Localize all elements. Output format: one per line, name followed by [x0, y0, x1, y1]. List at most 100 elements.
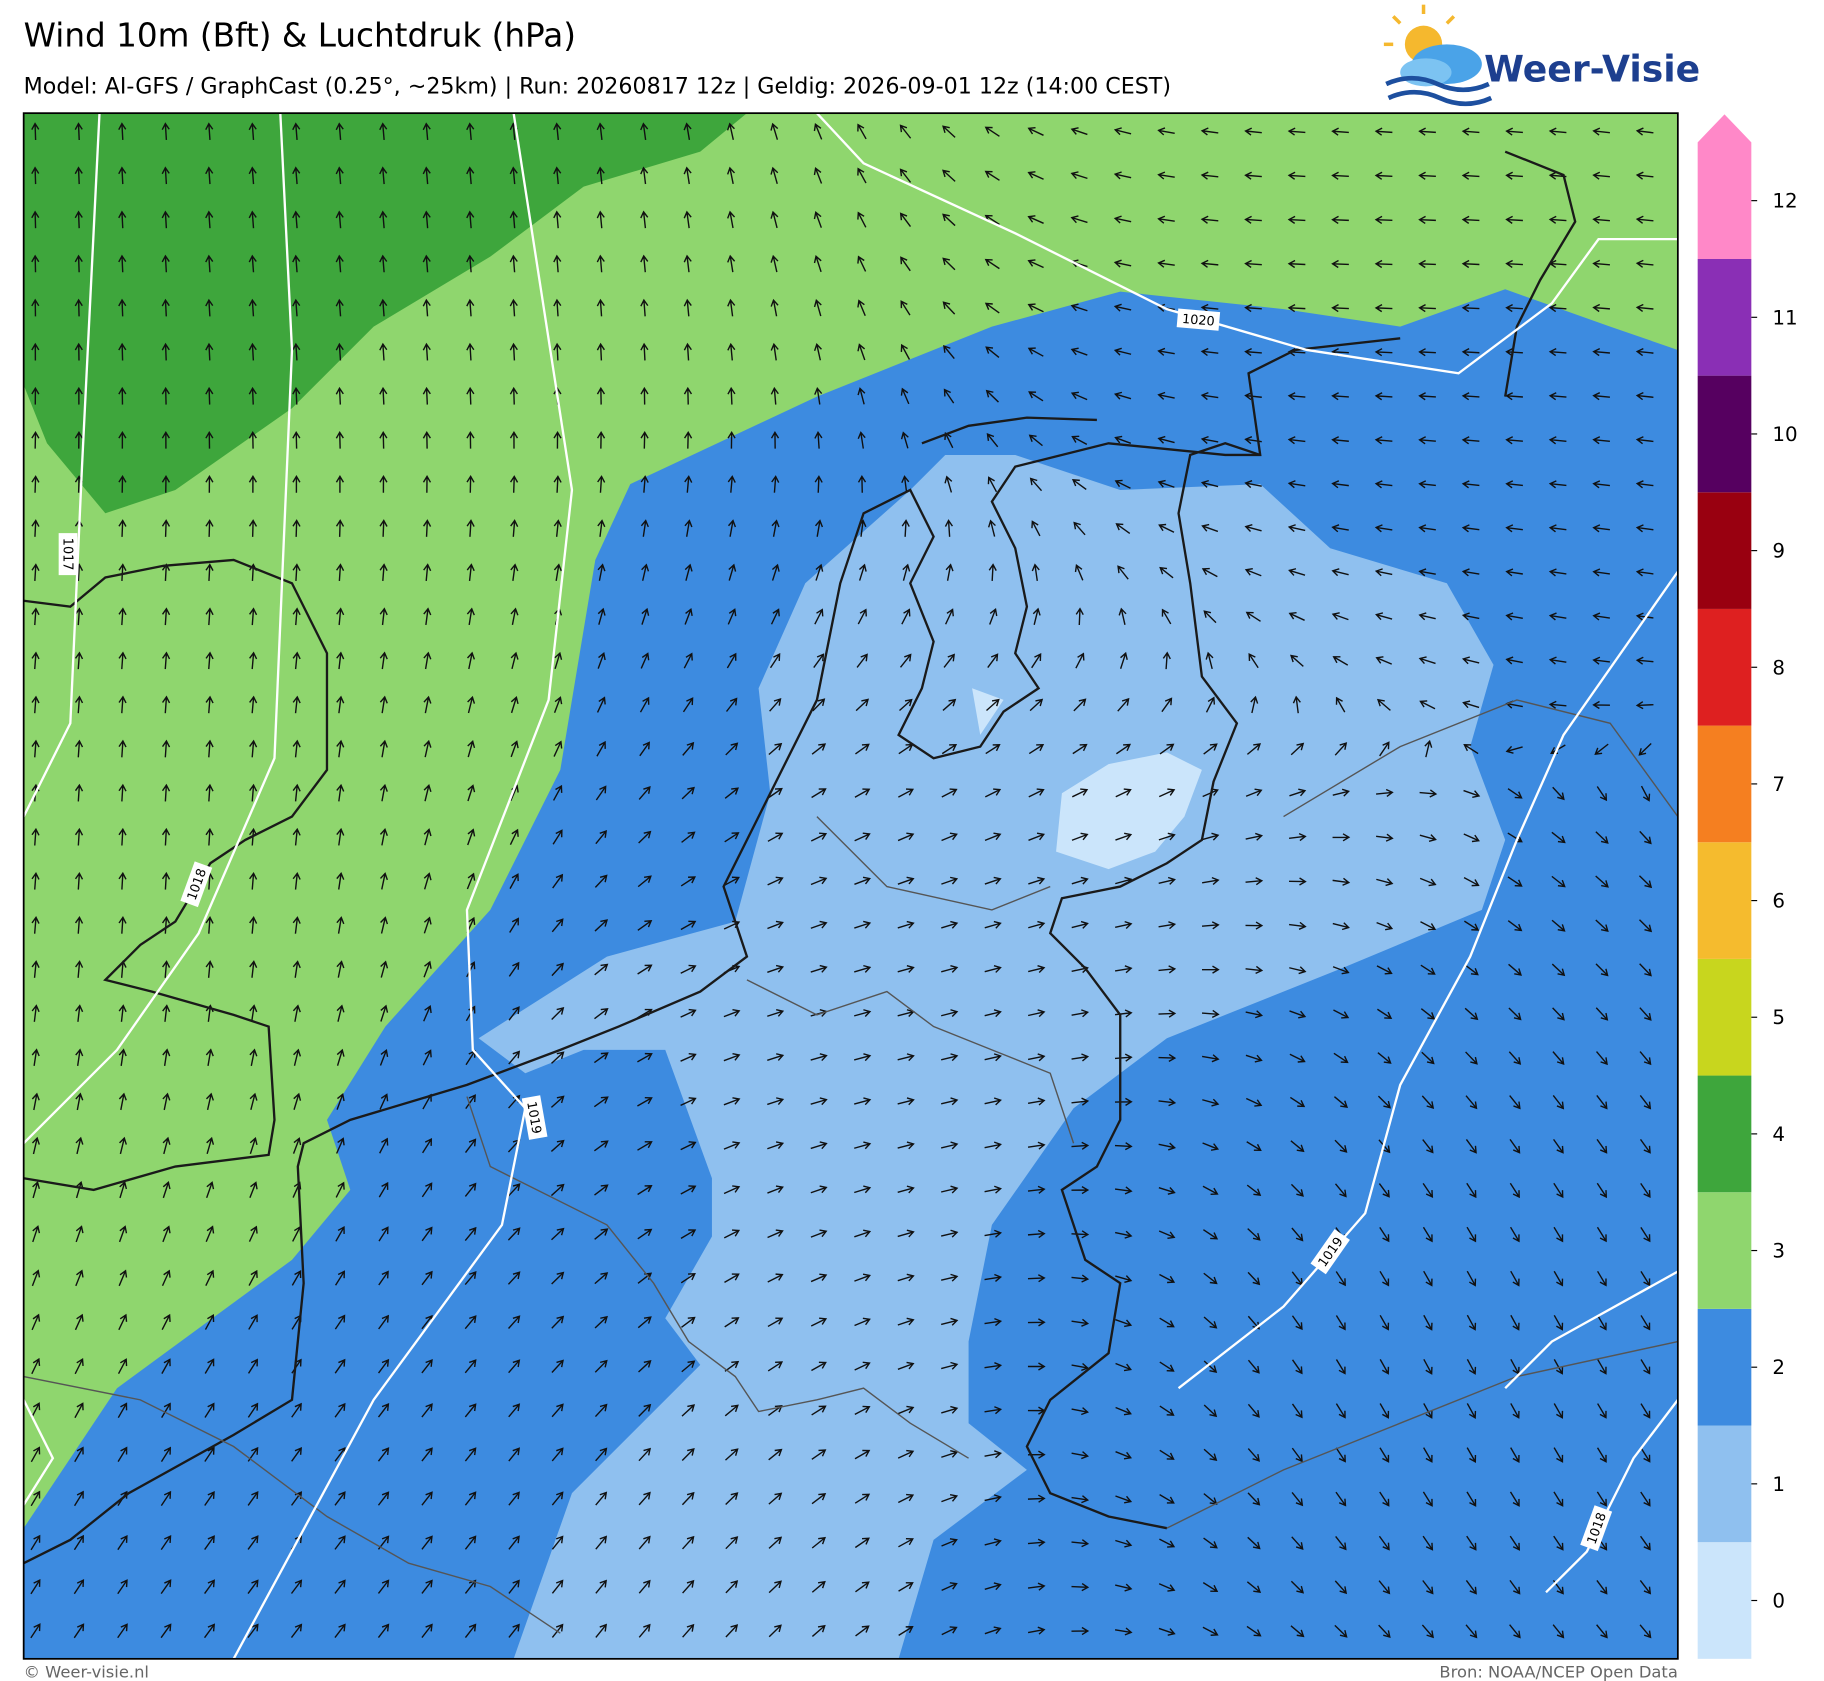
wind-arrow [379, 475, 388, 493]
wind-arrow [421, 1182, 433, 1198]
wind-arrow [422, 1137, 433, 1154]
wind-arrow [854, 1405, 871, 1415]
wind-arrow [898, 1582, 914, 1592]
wind-arrow [379, 519, 388, 537]
wind-arrow [552, 829, 563, 845]
wind-arrow [161, 475, 171, 493]
wind-arrow [1245, 921, 1264, 930]
colorbar-segment [1697, 1192, 1752, 1309]
wind-arrow [810, 920, 828, 929]
wind-arrow [1461, 215, 1480, 224]
wind-arrow [640, 210, 649, 229]
wind-arrow [810, 964, 828, 973]
wind-arrow [682, 1623, 695, 1638]
wind-arrow [1548, 303, 1567, 313]
wind-arrow [940, 1229, 959, 1238]
wind-arrow [553, 740, 563, 757]
wind-arrow [723, 1097, 741, 1106]
wind-arrow [118, 783, 127, 802]
isobar-label-box [1176, 308, 1221, 331]
wind-arrow [1290, 654, 1304, 667]
wind-arrow [117, 1446, 128, 1463]
wind-arrow [118, 827, 127, 846]
wind-arrow [118, 1092, 127, 1111]
wind-arrow [637, 1228, 653, 1240]
wind-arrow [31, 695, 40, 714]
wind-arrow [595, 829, 608, 845]
wind-arrow [683, 298, 692, 317]
wind-arrow [118, 430, 127, 449]
wind-arrow [162, 1225, 171, 1243]
wind-arrow [75, 1004, 84, 1022]
wind-arrow [1635, 347, 1654, 357]
wind-arrow [1374, 127, 1393, 136]
wind-arrow [161, 783, 171, 802]
wind-arrow [1335, 1491, 1347, 1507]
wind-arrow [680, 1097, 697, 1106]
wind-arrow [379, 783, 388, 802]
wind-arrow [1423, 1447, 1433, 1463]
wind-arrow [378, 1226, 389, 1242]
wind-arrow [1640, 1315, 1651, 1331]
wind-arrow [1028, 391, 1044, 402]
wind-arrow [1159, 1538, 1176, 1548]
wind-arrow [1331, 436, 1349, 445]
wind-arrow [984, 964, 1002, 973]
wind-arrow [857, 255, 867, 272]
wind-arrow [74, 122, 83, 141]
colorbar-tick-label: 9 [1772, 540, 1785, 563]
wind-arrow [1505, 480, 1523, 489]
wind-arrow [680, 920, 697, 931]
wind-arrow [379, 827, 388, 846]
wind-arrow [594, 919, 609, 932]
wind-arrow [1461, 612, 1480, 621]
wind-arrow [1422, 1580, 1434, 1595]
colorbar-tick-label: 4 [1772, 1123, 1785, 1146]
wind-arrow [1028, 920, 1046, 929]
wind-arrow [1070, 391, 1088, 401]
wind-arrow [292, 519, 301, 537]
wind-arrow [1074, 563, 1084, 581]
wind-arrow [1423, 1270, 1433, 1287]
wind-arrow [684, 563, 693, 581]
wind-arrow [292, 695, 301, 714]
wind-arrow [725, 1580, 739, 1594]
wind-arrow [680, 1141, 697, 1151]
wind-arrow [509, 298, 518, 317]
wind-arrow [640, 652, 650, 669]
wind-arrow [1332, 833, 1351, 842]
isobar-label-text: 1019 [523, 1100, 543, 1135]
wind-arrow [1244, 347, 1262, 357]
wind-arrow [596, 386, 606, 405]
wind-arrow [723, 1008, 741, 1018]
wind-arrow [205, 210, 214, 229]
wind-arrow [1422, 1139, 1434, 1154]
wind-arrow [1159, 1317, 1175, 1328]
wind-arrow [551, 1051, 565, 1064]
wind-arrow [1463, 876, 1480, 887]
colorbar-segment [1697, 1542, 1752, 1659]
wind-arrow [1640, 1403, 1651, 1419]
wind-arrow [509, 254, 518, 273]
wind-arrow [75, 1269, 84, 1287]
map-frame [22, 112, 1679, 1660]
wind-arrow [1027, 215, 1044, 224]
wind-arrow [1029, 698, 1044, 712]
wind-arrow [725, 742, 739, 756]
wind-arrow [31, 871, 40, 890]
wind-arrow [1379, 1226, 1390, 1243]
wind-arrow [334, 1491, 346, 1506]
wind-arrow [1114, 1053, 1133, 1062]
wind-arrow [1115, 1451, 1132, 1460]
wind-arrow [551, 1579, 564, 1594]
wind-arrow [30, 1534, 41, 1551]
wind-arrow [682, 741, 695, 756]
wind-arrow [724, 1273, 740, 1283]
wind-arrow [551, 1271, 565, 1285]
wind-arrow [1592, 436, 1610, 445]
wind-arrow [550, 1183, 565, 1197]
wind-arrow [248, 122, 257, 141]
wind-arrow [1113, 127, 1132, 136]
wind-arrow [423, 828, 432, 846]
wind-arrow [464, 1270, 477, 1286]
